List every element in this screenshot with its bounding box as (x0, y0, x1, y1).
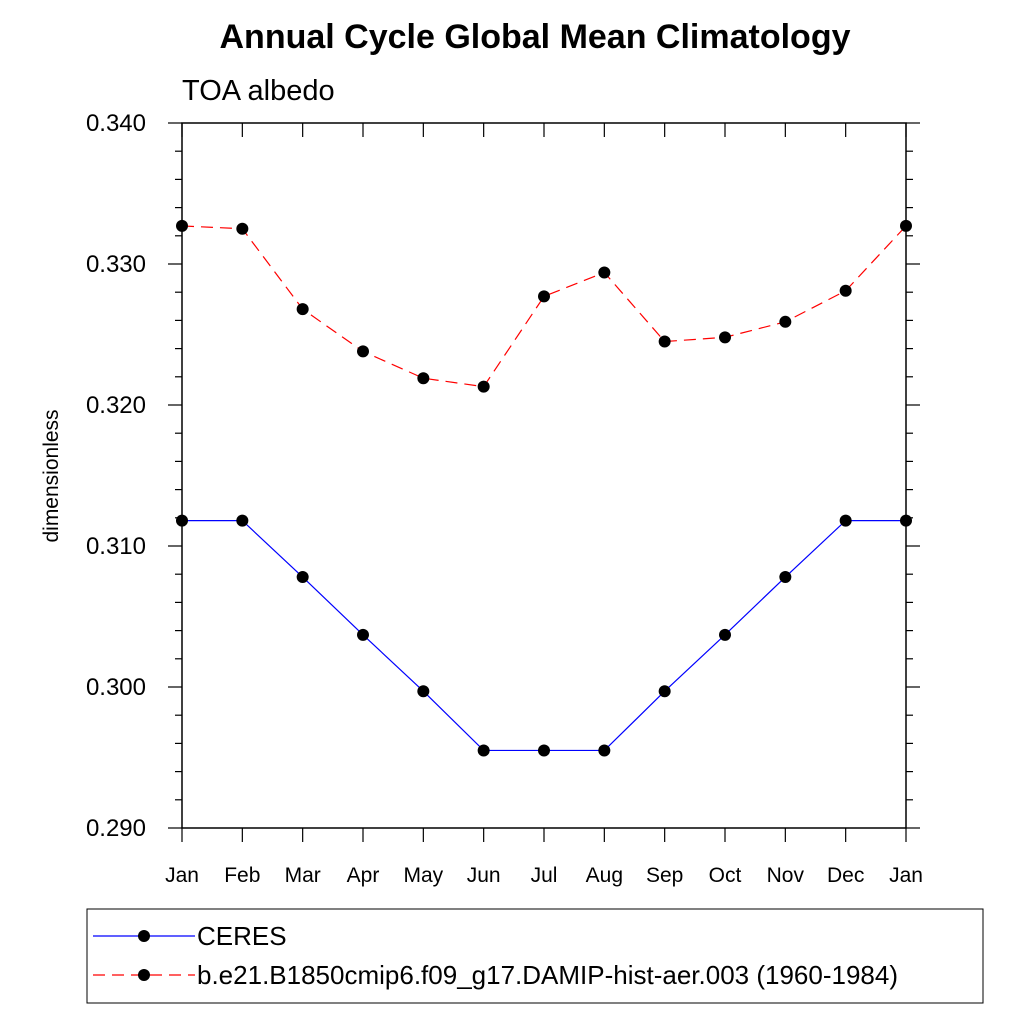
legend-label-0: CERES (197, 921, 287, 951)
y-tick-label: 0.290 (86, 815, 146, 842)
y-tick-label: 0.330 (86, 251, 146, 278)
series-1-point (839, 284, 852, 297)
chart-title: Annual Cycle Global Mean Climatology (220, 18, 851, 56)
series-line-0 (182, 520, 906, 752)
x-tick-label: Apr (347, 864, 380, 887)
series-0-point (779, 571, 792, 584)
legend-box (86, 908, 984, 1004)
x-tick-label: Aug (586, 864, 623, 887)
series-1-point (296, 303, 309, 316)
series-1-point (236, 222, 249, 235)
series-0-point (598, 744, 611, 757)
x-tick-label: Jan (165, 864, 199, 887)
series-0-point (176, 514, 188, 527)
legend: CERES b.e21.B1850cmip6.f09_g17.DAMIP-hist… (93, 921, 898, 990)
series-0-point (538, 744, 550, 757)
y-axis-label: dimensionless (40, 409, 63, 542)
x-tick-label: Oct (709, 864, 742, 887)
x-tick-label: Jan (889, 864, 923, 887)
series-1-point (477, 380, 490, 393)
y-tick-label: 0.340 (86, 110, 146, 137)
x-tick-label: Sep (646, 864, 683, 887)
series-0-point (477, 744, 490, 757)
series-1-point (176, 219, 188, 232)
x-tick-label: Jul (531, 864, 558, 887)
series-1-point (598, 266, 611, 279)
x-tick-label: May (403, 864, 443, 887)
series-1-point (417, 372, 430, 385)
x-tick-label: Mar (285, 864, 321, 887)
series-0-point (900, 514, 912, 527)
y-tick-label: 0.300 (86, 674, 146, 701)
series-1-point (900, 219, 912, 232)
series-1-point (357, 345, 369, 358)
x-tick-label: Nov (767, 864, 805, 887)
x-tick-label: Feb (224, 864, 260, 887)
series-1-point (658, 335, 671, 348)
series-layer (176, 219, 912, 757)
series-0-point (296, 571, 309, 584)
series-1-point (779, 315, 792, 328)
y-axis-ticks: 0.290 0.300 0.310 0.320 0.330 0.340 (86, 110, 920, 842)
legend-marker-1 (138, 969, 150, 981)
x-tick-label: Dec (827, 864, 864, 887)
plot-frame (181, 122, 907, 829)
series-line-1 (181, 225, 907, 388)
series-0-point (236, 514, 249, 527)
series-1-point (719, 331, 731, 344)
series-0-point (417, 685, 430, 698)
y-tick-label: 0.310 (86, 533, 146, 560)
y-tick-label: 0.320 (86, 392, 146, 419)
legend-label-1: b.e21.B1850cmip6.f09_g17.DAMIP-hist-aer.… (197, 960, 898, 990)
legend-marker-0 (138, 930, 150, 942)
series-0-point (658, 685, 671, 698)
series-1-point (538, 290, 550, 303)
series-0-point (839, 514, 852, 527)
series-0-point (719, 628, 731, 641)
series-0-point (357, 628, 369, 641)
chart-subtitle: TOA albedo (182, 75, 335, 107)
x-tick-label: Jun (467, 864, 501, 887)
x-axis-ticks: Jan Feb Mar Apr May Jun Jul Aug Sep Oct Nov Dec Jan (165, 123, 923, 887)
